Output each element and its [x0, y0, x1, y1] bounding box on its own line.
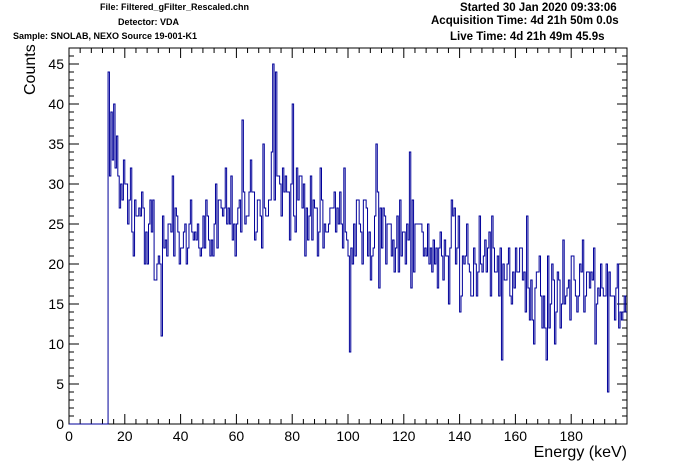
- x-tick-label: 160: [504, 428, 528, 444]
- file-label: File: Filtered_gFilter_Rescaled.chn: [100, 2, 250, 12]
- y-tick-label: 45: [48, 56, 64, 72]
- x-tick-label: 40: [173, 428, 189, 444]
- y-tick-label: 40: [48, 96, 64, 112]
- started-label: Started 30 Jan 2020 09:33:06: [460, 2, 617, 14]
- x-tick-label: 80: [284, 428, 300, 444]
- live-time-label: Live Time: 4d 21h 49m 45.9s: [450, 31, 605, 43]
- x-tick-label: 0: [65, 428, 73, 444]
- y-tick-label: 0: [56, 416, 64, 432]
- plot-frame: [68, 47, 628, 425]
- axis-ticks: 0 20 40 60 80 100 120 140 160 180 0 5 10 15 20 25 30 35 40…: [48, 47, 628, 444]
- detector-label: Detector: VDA: [118, 17, 180, 27]
- y-tick-label: 5: [56, 376, 64, 392]
- acquisition-time-label: Acquisition Time: 4d 21h 50m 0.0s: [431, 15, 619, 27]
- y-tick-label: 20: [48, 256, 64, 272]
- x-tick-label: 180: [560, 428, 584, 444]
- x-tick-label: 140: [448, 428, 472, 444]
- x-tick-label: 20: [117, 428, 133, 444]
- x-tick-label: 100: [336, 428, 360, 444]
- x-tick-label: 120: [392, 428, 416, 444]
- y-axis-label: Counts: [22, 44, 39, 95]
- y-tick-label: 30: [48, 176, 64, 192]
- y-tick-label: 10: [48, 336, 64, 352]
- y-tick-label: 15: [48, 296, 64, 312]
- x-tick-label: 60: [229, 428, 245, 444]
- y-tick-label: 25: [48, 216, 64, 232]
- histogram-line: [69, 63, 627, 425]
- y-tick-label: 35: [48, 136, 64, 152]
- x-axis-label: Energy (keV): [534, 444, 627, 461]
- sample-label: Sample: SNOLAB, NEXO Source 19-001-K1: [13, 31, 198, 41]
